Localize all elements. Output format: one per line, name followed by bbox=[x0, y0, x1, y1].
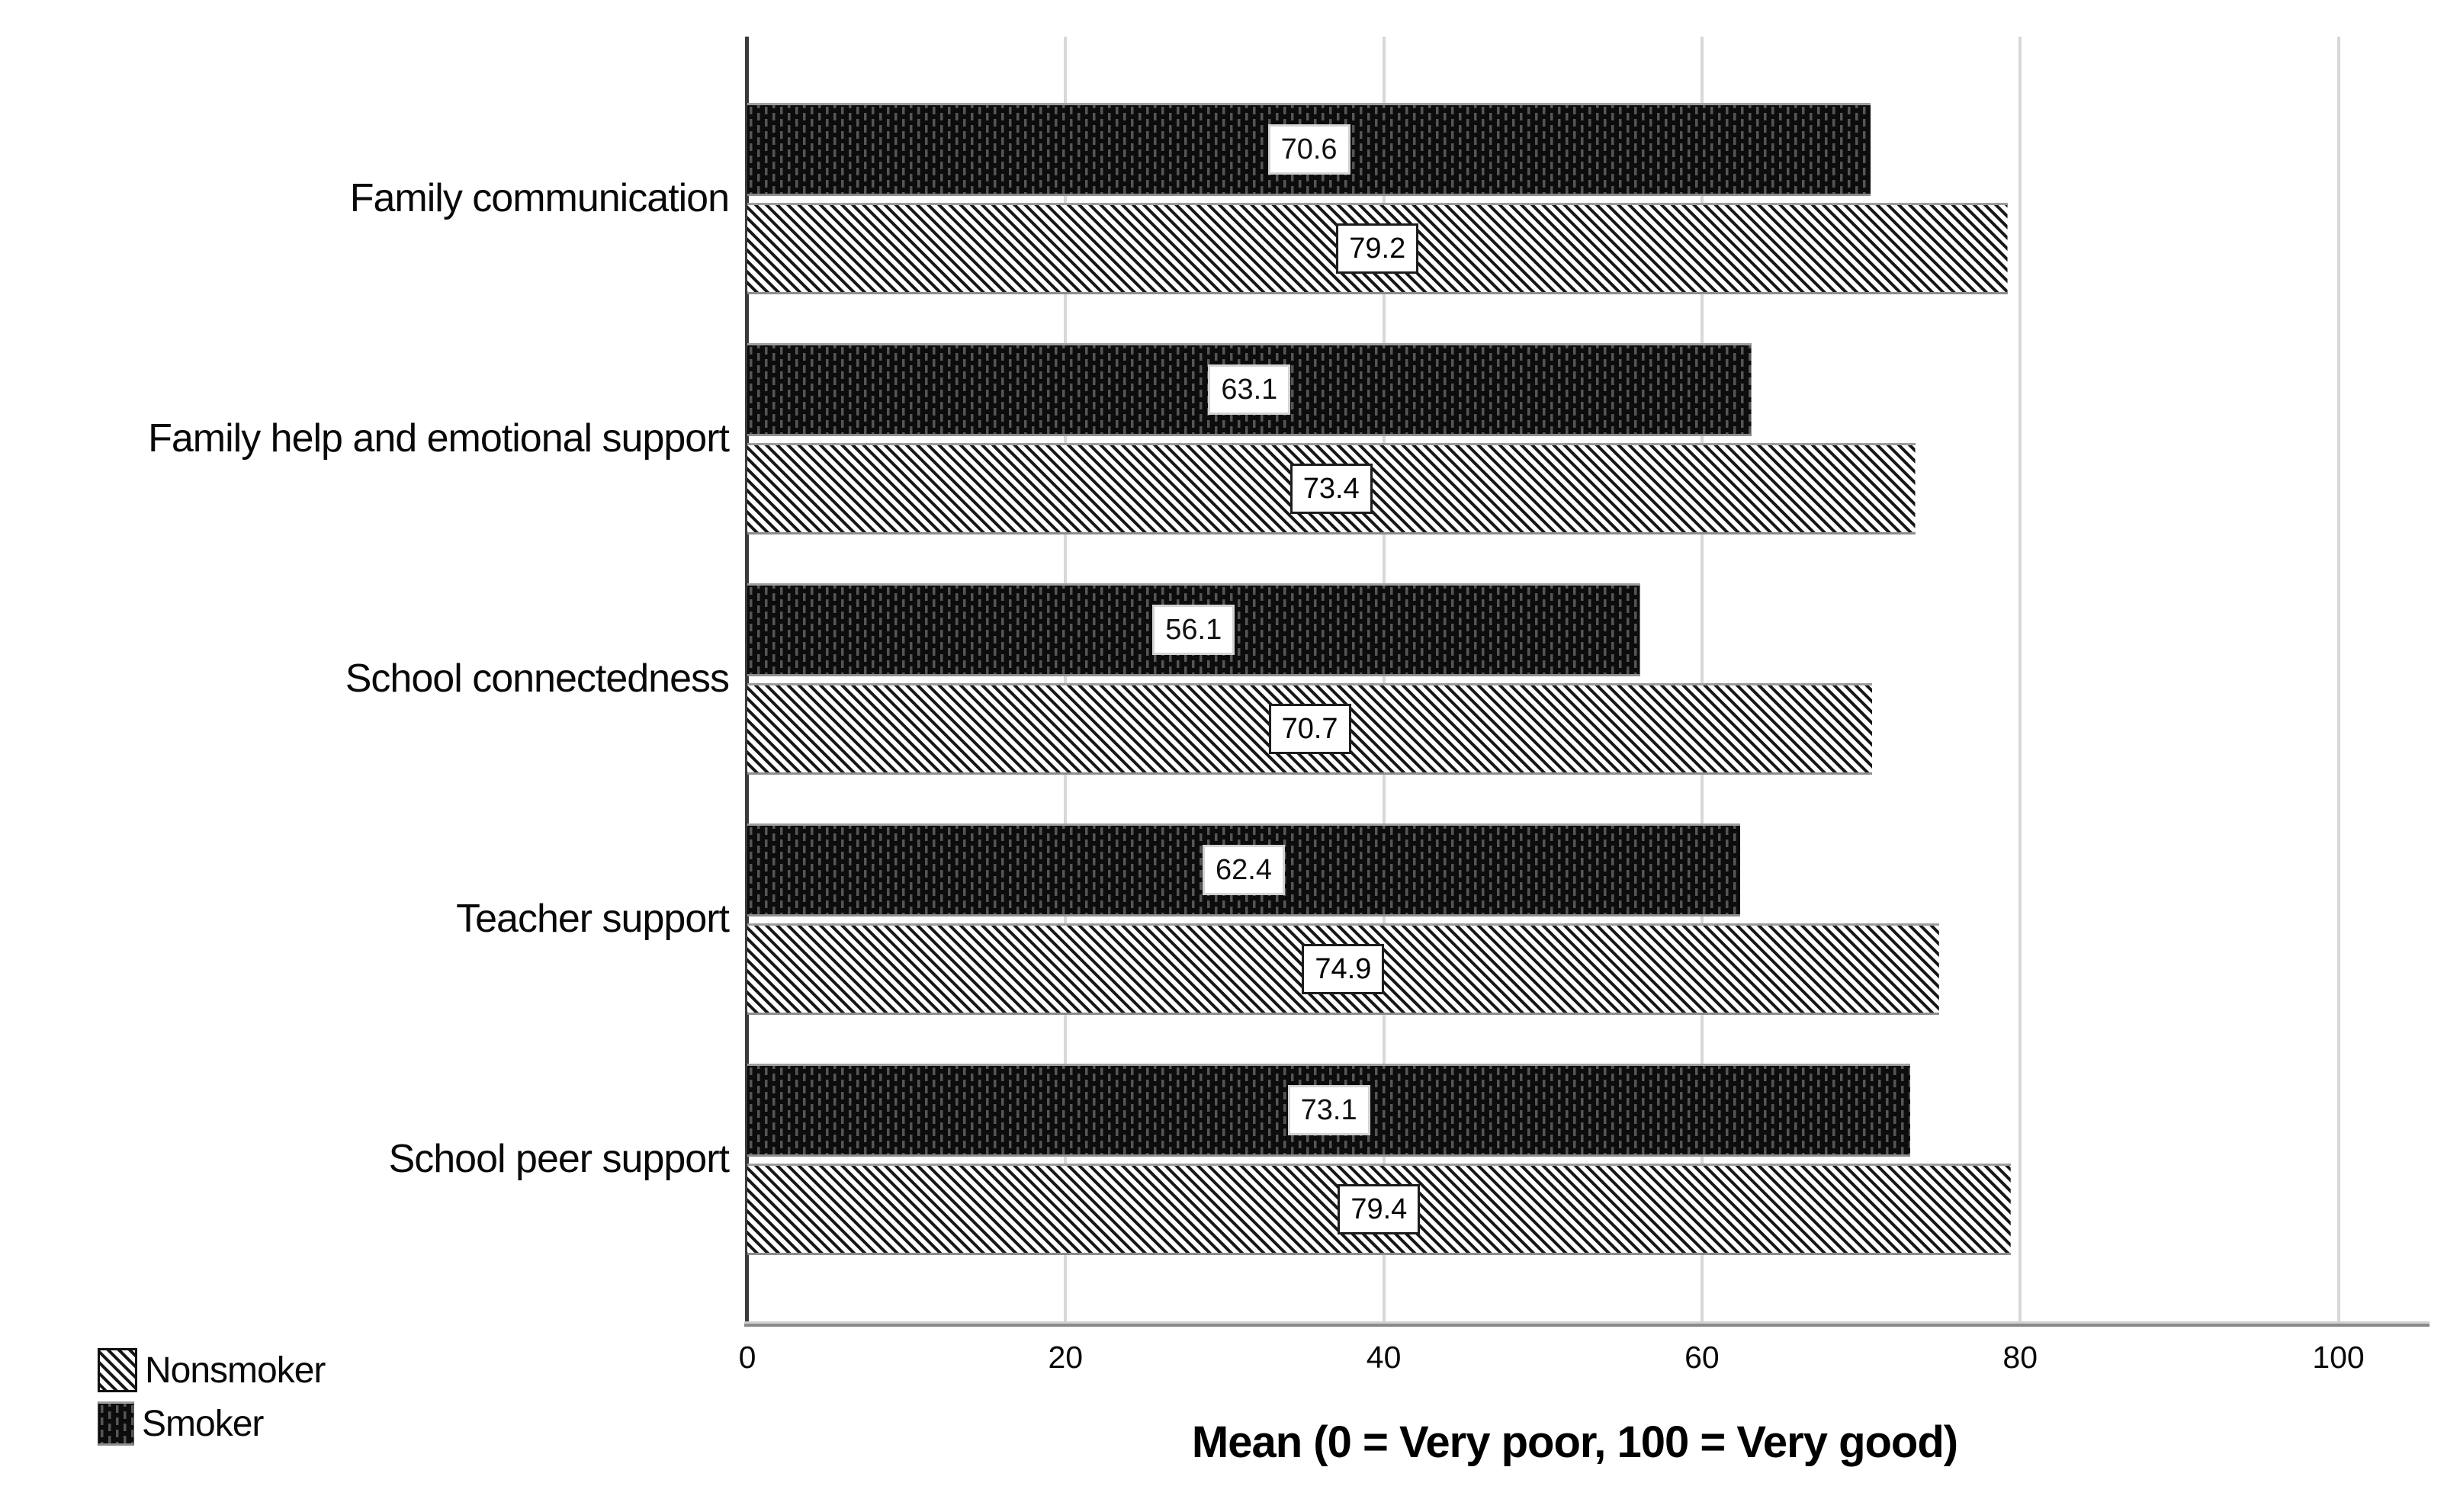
hatch-swatch-icon bbox=[98, 1348, 137, 1392]
dotted-swatch-icon bbox=[98, 1401, 134, 1446]
x-tick-label-40: 40 bbox=[1366, 1340, 1402, 1375]
category-label-2: Family help and emotional support bbox=[148, 416, 730, 461]
legend: Nonsmoker Smoker bbox=[98, 1347, 326, 1453]
nonsmoker-bar-3 bbox=[747, 683, 1873, 775]
x-axis-line bbox=[744, 1321, 2430, 1327]
x-axis-title: Mean (0 = Very poor, 100 = Very good) bbox=[1191, 1417, 1958, 1467]
smoker-value-label-5: 73.1 bbox=[1287, 1085, 1370, 1135]
gridline-60 bbox=[1700, 37, 1704, 1321]
nonsmoker-value-label-2: 73.4 bbox=[1289, 464, 1373, 514]
gridline-20 bbox=[1064, 37, 1068, 1321]
x-tick-label-20: 20 bbox=[1048, 1340, 1084, 1375]
plot-area: 70.6 79.2 63.1 73.4 56.1 70.7 62.4 74.9 73.1 79.4 bbox=[744, 37, 2430, 1327]
category-label-4: Teacher support bbox=[456, 897, 730, 941]
gridline-80 bbox=[2018, 37, 2022, 1321]
smoker-value-label-2: 63.1 bbox=[1208, 364, 1291, 415]
smoker-value-label-4: 62.4 bbox=[1203, 845, 1285, 895]
legend-label-smoker: Smoker bbox=[142, 1403, 264, 1444]
smoker-value-label-3: 56.1 bbox=[1152, 605, 1235, 655]
legend-item-nonsmoker: Nonsmoker bbox=[98, 1347, 326, 1394]
nonsmoker-value-label-1: 79.2 bbox=[1336, 223, 1419, 274]
x-tick-label-80: 80 bbox=[2002, 1340, 2038, 1375]
nonsmoker-value-label-4: 74.9 bbox=[1302, 944, 1385, 994]
gridline-100 bbox=[2336, 37, 2340, 1321]
x-tick-label-60: 60 bbox=[1684, 1340, 1720, 1375]
category-label-3: School connectedness bbox=[345, 656, 730, 701]
category-label-1: Family communication bbox=[349, 176, 730, 220]
gridline-40 bbox=[1382, 37, 1386, 1321]
category-label-5: School peer support bbox=[388, 1137, 730, 1181]
smoker-value-label-1: 70.6 bbox=[1267, 124, 1350, 175]
x-tick-label-0: 0 bbox=[738, 1340, 756, 1375]
nonsmoker-value-label-3: 70.7 bbox=[1268, 704, 1351, 754]
legend-label-nonsmoker: Nonsmoker bbox=[145, 1350, 326, 1391]
smoker-bar-4 bbox=[747, 823, 1740, 917]
y-axis-line bbox=[745, 37, 749, 1321]
legend-item-smoker: Smoker bbox=[98, 1400, 325, 1447]
x-tick-label-100: 100 bbox=[2312, 1340, 2365, 1375]
nonsmoker-value-label-5: 79.4 bbox=[1338, 1184, 1421, 1234]
